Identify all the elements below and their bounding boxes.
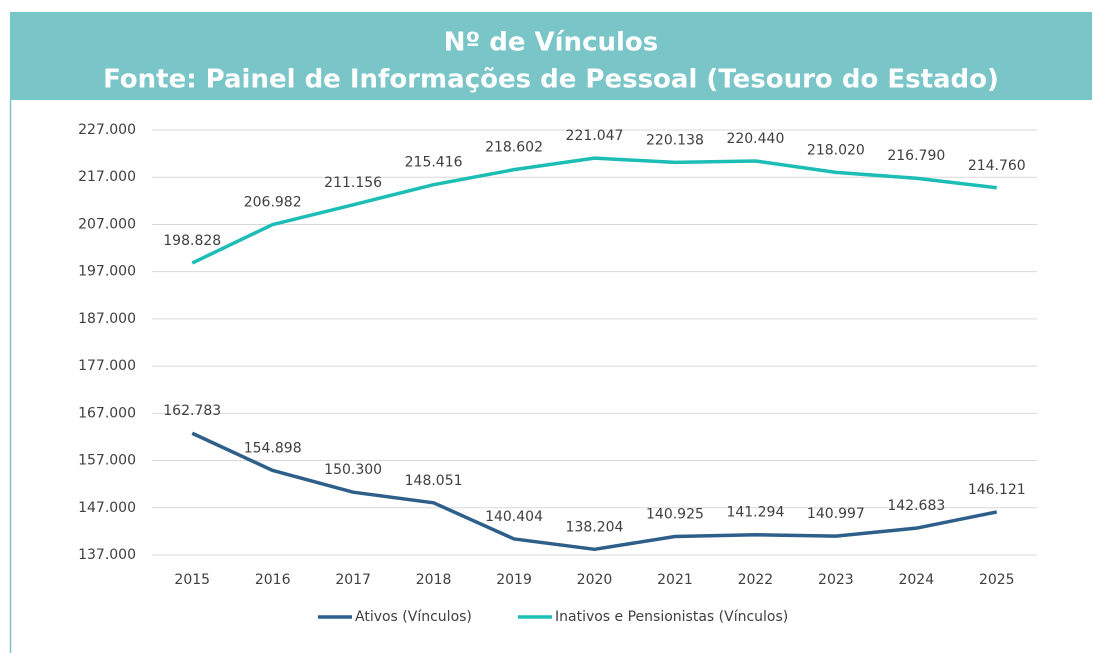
- x-tick-label: 2018: [416, 572, 452, 588]
- data-label: 154.898: [244, 440, 302, 456]
- y-tick-label: 217.000: [78, 169, 136, 185]
- data-label: 214.760: [968, 158, 1026, 174]
- data-label: 218.020: [807, 142, 865, 158]
- data-label: 141.294: [726, 505, 784, 521]
- data-label: 138.204: [566, 519, 624, 535]
- y-tick-label: 137.000: [78, 547, 136, 563]
- y-tick-label: 157.000: [78, 453, 136, 469]
- x-tick-label: 2017: [335, 572, 371, 588]
- data-label: 216.790: [887, 148, 945, 164]
- series-line: [191, 431, 998, 552]
- data-label: 211.156: [324, 175, 382, 191]
- x-tick-label: 2025: [979, 572, 1015, 588]
- chart-subtitle: Fonte: Painel de Informações de Pessoal …: [103, 65, 999, 95]
- data-label: 220.138: [646, 132, 704, 148]
- x-tick-label: 2020: [577, 572, 613, 588]
- data-label: 221.047: [566, 128, 624, 144]
- data-label: 206.982: [244, 195, 302, 211]
- y-tick-label: 177.000: [78, 358, 136, 374]
- data-label: 142.683: [887, 498, 945, 514]
- y-tick-label: 207.000: [78, 216, 136, 232]
- x-tick-label: 2022: [738, 572, 774, 588]
- data-label: 150.300: [324, 462, 382, 478]
- y-tick-label: 147.000: [78, 500, 136, 516]
- data-label: 140.997: [807, 506, 865, 522]
- y-tick-label: 227.000: [78, 122, 136, 138]
- chart-title: Nº de Vínculos: [444, 28, 659, 58]
- data-label: 146.121: [968, 482, 1026, 498]
- data-label: 198.828: [163, 233, 221, 249]
- x-tick-label: 2021: [657, 572, 693, 588]
- x-tick-label: 2016: [255, 572, 291, 588]
- data-label: 218.602: [485, 140, 543, 156]
- y-tick-label: 197.000: [78, 264, 136, 280]
- data-label: 148.051: [405, 473, 463, 489]
- data-label: 140.925: [646, 506, 704, 522]
- x-tick-label: 2024: [898, 572, 934, 588]
- legend-label: Ativos (Vínculos): [355, 609, 472, 625]
- data-label: 215.416: [405, 155, 463, 171]
- x-tick-label: 2023: [818, 572, 854, 588]
- x-tick-label: 2019: [496, 572, 532, 588]
- data-label: 162.783: [163, 403, 221, 419]
- y-tick-label: 187.000: [78, 311, 136, 327]
- data-label: 140.404: [485, 509, 543, 525]
- legend-label: Inativos e Pensionistas (Vínculos): [555, 609, 788, 625]
- series-line: [191, 156, 997, 265]
- x-tick-label: 2015: [174, 572, 210, 588]
- data-label: 220.440: [726, 131, 784, 147]
- y-tick-label: 167.000: [78, 405, 136, 421]
- title-banner: [10, 12, 1092, 100]
